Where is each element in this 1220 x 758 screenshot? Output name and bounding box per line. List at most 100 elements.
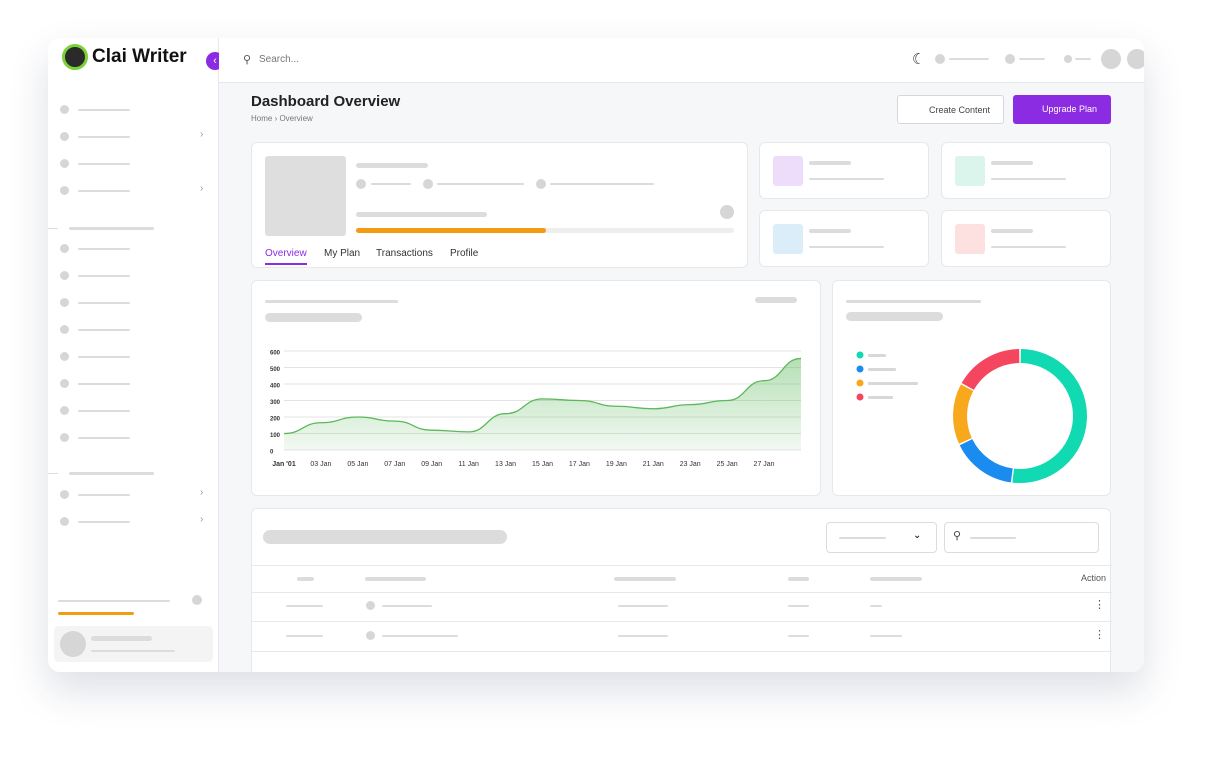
cell	[382, 605, 432, 607]
area-chart: 0 100 200 300 400 500 600 Jan '01 03 Jan 05 Jan 07…	[270, 350, 802, 468]
stat-label	[809, 229, 851, 233]
table-header: Action	[252, 565, 1112, 593]
stat-card	[759, 210, 929, 267]
menu-label	[78, 163, 130, 165]
usage-bar	[58, 600, 170, 602]
tab[interactable]: My Plan	[324, 248, 361, 259]
legend-label	[868, 396, 893, 399]
x-tick-label: 11 Jan	[458, 461, 479, 468]
row-menu[interactable]: ⋮	[1094, 599, 1105, 611]
y-tick-label: 400	[270, 384, 281, 390]
x-tick-label: 27 Jan	[754, 461, 775, 468]
search-icon: ⚲	[243, 54, 252, 66]
user-name	[91, 636, 152, 641]
tab[interactable]: Overview	[265, 248, 307, 265]
column-header: Action	[1080, 573, 1106, 583]
menu-label	[78, 494, 130, 496]
breadcrumb: Home › Overview	[251, 114, 313, 123]
legend-swatch	[856, 393, 864, 401]
menu-label	[78, 437, 130, 439]
table-row: ⋮	[252, 621, 1112, 652]
table-row: ⋮	[252, 591, 1112, 622]
cell	[286, 635, 323, 637]
menu-label	[78, 136, 130, 138]
usage-fill	[58, 612, 134, 615]
stat-card	[941, 210, 1111, 267]
menu-label	[78, 383, 130, 385]
app-window: Clai Writer ‹ › › › › ⚲ Search... ☾ Dashboa…	[48, 38, 1144, 672]
stat-label	[991, 161, 1033, 165]
menu-label	[78, 329, 130, 331]
chevron: ›	[200, 514, 204, 525]
cell	[870, 635, 902, 637]
row-menu[interactable]: ⋮	[1094, 629, 1105, 641]
x-tick-label: 17 Jan	[569, 461, 590, 468]
theme-toggle[interactable]: ☾	[912, 51, 926, 68]
stat-value	[991, 246, 1066, 248]
menu-icon	[60, 517, 69, 526]
tab[interactable]: Transactions	[376, 248, 433, 259]
filter-select[interactable]: ⌄	[826, 522, 937, 553]
menu-label	[78, 190, 130, 192]
column-header	[365, 577, 426, 581]
menu-label	[78, 109, 130, 111]
cell-icon	[366, 631, 375, 640]
cell	[870, 605, 882, 607]
donut-segment	[953, 384, 974, 444]
menu-icon	[60, 159, 69, 168]
y-tick-label: 0	[270, 450, 274, 456]
chart-card: 0 100 200 300 400 500 600 Jan '01 03 Jan 05 Jan 07…	[251, 280, 821, 496]
stat-card	[759, 142, 929, 199]
menu-icon	[60, 105, 69, 114]
tab[interactable]: Profile	[450, 248, 479, 259]
column-header	[788, 577, 809, 581]
create-content-button[interactable]: Create Content	[897, 95, 1004, 124]
x-tick-label: 23 Jan	[680, 461, 701, 468]
stat-label	[991, 229, 1033, 233]
legend-swatch	[856, 365, 864, 373]
chevron: ›	[200, 129, 204, 140]
stat-icon	[955, 224, 985, 254]
menu-label	[78, 248, 130, 250]
cell	[788, 605, 809, 607]
menu-label	[78, 302, 130, 304]
menu-label	[78, 356, 130, 358]
table-search[interactable]: ⚲	[944, 522, 1099, 553]
cell	[286, 605, 323, 607]
user-box	[54, 626, 213, 662]
menu-icon	[60, 298, 69, 307]
column-header	[297, 577, 314, 581]
stat-icon	[955, 156, 985, 186]
legend-label	[868, 354, 886, 357]
cell	[618, 635, 668, 637]
x-tick-label: 21 Jan	[643, 461, 664, 468]
x-tick-label: 03 Jan	[310, 461, 331, 468]
menu-label	[78, 521, 130, 523]
menu-icon	[60, 433, 69, 442]
avatar	[60, 631, 86, 657]
top-bar: ⚲ Search... ☾	[219, 38, 1144, 83]
usage-dot	[192, 595, 202, 605]
column-header	[870, 577, 922, 581]
logo-icon	[62, 44, 88, 70]
table-card: ⌄ ⚲ Action ⋮ ⋮	[251, 508, 1112, 672]
sidebar: Clai Writer ‹ › › › ›	[48, 38, 224, 672]
menu-icon	[60, 352, 69, 361]
x-tick-label: Jan '01	[272, 461, 296, 468]
x-tick-label: 07 Jan	[384, 461, 405, 468]
stat-icon	[773, 224, 803, 254]
breadcrumb-item[interactable]: Home	[251, 114, 273, 123]
menu-icon	[60, 186, 69, 195]
search-input[interactable]: Search...	[259, 54, 300, 65]
x-tick-label: 13 Jan	[495, 461, 516, 468]
upgrade-plan-button[interactable]: Upgrade Plan	[1013, 95, 1111, 124]
donut-segment	[961, 349, 1020, 391]
x-tick-label: 05 Jan	[347, 461, 368, 468]
stat-label	[809, 161, 851, 165]
legend-label	[868, 382, 918, 385]
legend-label	[868, 368, 896, 371]
y-tick-label: 300	[270, 400, 281, 406]
donut-segment	[1012, 349, 1087, 483]
menu-label	[78, 275, 130, 277]
